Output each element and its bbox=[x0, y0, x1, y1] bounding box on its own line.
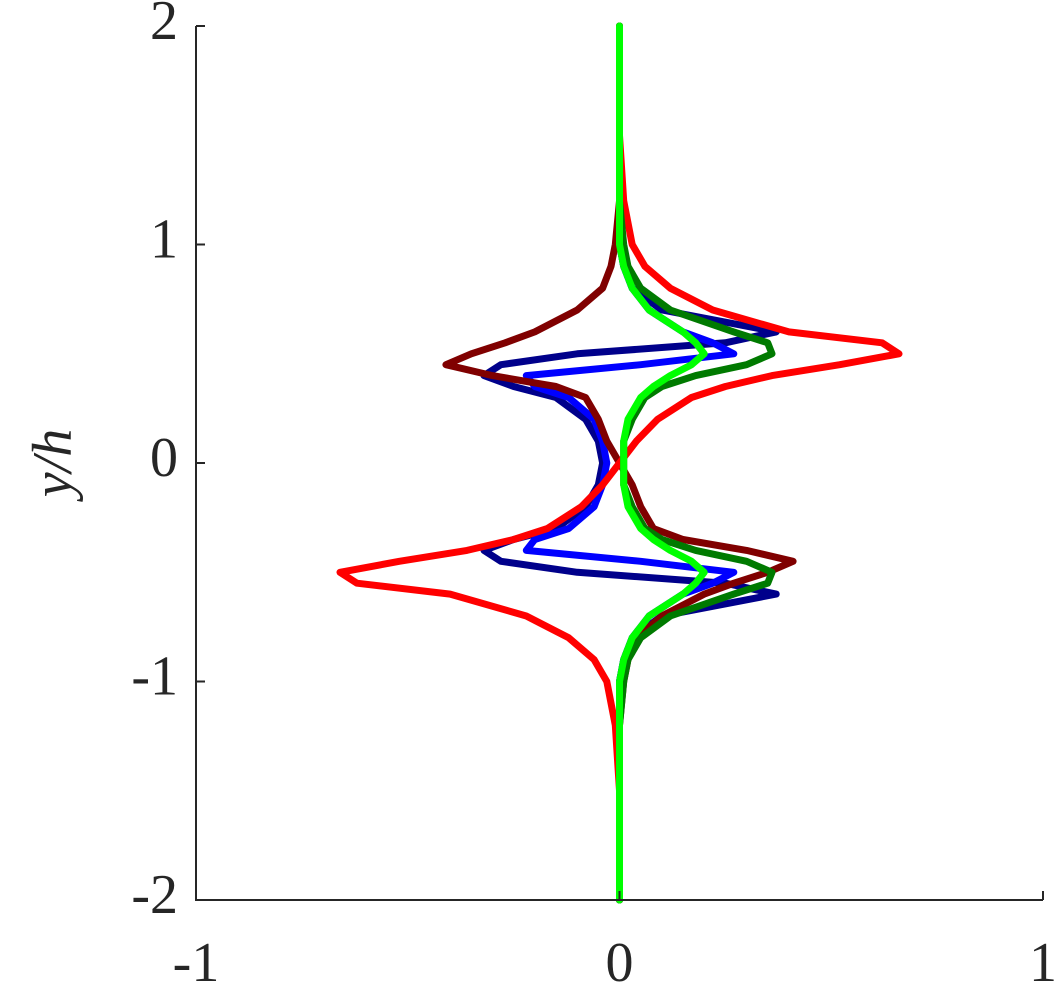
y-tick-label: -2 bbox=[131, 864, 178, 926]
x-tick-label: 1 bbox=[1029, 932, 1057, 994]
plot-area bbox=[336, 22, 903, 904]
y-tick-label: -1 bbox=[131, 645, 178, 707]
series-line bbox=[522, 22, 738, 904]
x-tick-label: -1 bbox=[173, 932, 220, 994]
series-line bbox=[616, 22, 776, 904]
y-tick-label: 0 bbox=[150, 427, 178, 489]
y-tick-label: 2 bbox=[150, 0, 178, 52]
series-line bbox=[480, 22, 780, 904]
y-tick-label: 1 bbox=[150, 208, 178, 270]
x-tick-label: 0 bbox=[606, 932, 634, 994]
series-line bbox=[616, 22, 708, 904]
y-axis-label: y/h bbox=[22, 429, 84, 502]
series-line bbox=[336, 22, 903, 904]
